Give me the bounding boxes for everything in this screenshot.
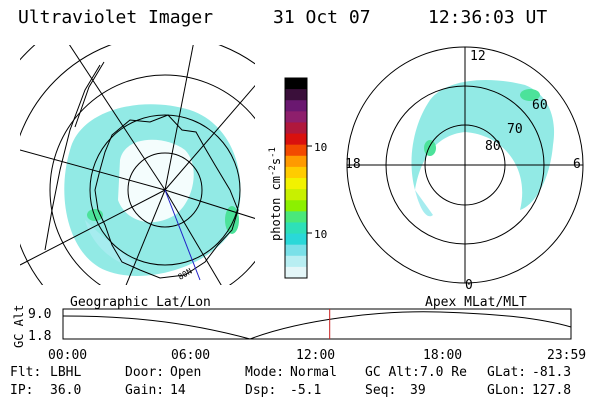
altitude-ylabel: GC Alt [12,305,26,348]
colorbar-tick-100: 100 [314,141,328,154]
altitude-curve [62,311,572,340]
gain-value: 14 [170,383,186,398]
geographic-panel-label: Geographic Lat/Lon [70,295,211,310]
mlt-label-18: 18 [345,157,361,172]
colorbar-segment [285,78,307,90]
colorbar-segment [285,244,307,257]
altitude-xtick-0: 00:00 [48,348,87,363]
satellite-direction-line [164,189,201,281]
mode-value: Normal [290,365,337,380]
altitude-xtick-4: 23:59 [547,348,586,363]
altitude-ytick-max: 9.0 [28,307,51,322]
altitude-plot: GC Alt 9.0 1.8 00:00 06:00 12:00 18:00 2… [12,305,586,363]
seq-label: Seq: [365,383,397,398]
colorbar-segment [285,233,307,246]
colorbar-segment [285,122,307,135]
colorbar-segment [285,178,307,190]
grid-lat-label: 80N [177,267,194,282]
glat-label: GLat: [487,365,527,380]
gc-alt-value: 7.0 Re [420,365,467,380]
altitude-xtick-2: 12:00 [296,348,335,363]
altitude-xtick-1: 06:00 [171,348,210,363]
colorbar-label: photon cm-2s-1 [268,147,283,241]
filter-label: Flt: [10,365,42,380]
colorbar-segment [285,144,307,157]
mode-label: Mode: [245,365,285,380]
altitude-xtick-3: 18:00 [423,348,462,363]
colorbar-segment [285,211,307,223]
ip-value: 36.0 [50,383,82,398]
altitude-ytick-min: 1.8 [28,329,51,344]
colorbar: 100 10 photon cm-2s-1 [268,77,328,279]
mlt-label-12: 12 [470,49,486,64]
mlat-label-70: 70 [507,122,523,137]
colorbar-segment [285,111,307,123]
glon-label: GLon: [487,383,527,398]
polar-panel-label: Apex MLat/MLT [425,295,527,310]
mlat-label-60: 60 [532,98,548,113]
seq-value: 39 [410,383,426,398]
dsp-value: -5.1 [290,383,322,398]
colorbar-segment [285,155,307,168]
colorbar-segment [285,222,307,235]
colorbar-segment [285,266,307,279]
gc-alt-label: GC Alt: [365,365,420,380]
geographic-aurora-image: 80N [20,45,255,285]
aurora-oval-polar [411,80,555,210]
instrument-title: Ultraviolet Imager [18,7,214,28]
dsp-label: Dsp: [245,383,277,398]
colorbar-segment [285,89,307,101]
filter-value: LBHL [50,365,82,380]
time-label: 12:36:03 UT [428,7,548,28]
ip-label: IP: [10,383,34,398]
polar-mlat-mlt-image: 12 18 6 0 60 70 80 [345,46,584,293]
colorbar-segment [285,255,307,268]
continent-outline [94,114,239,279]
mlat-label-80: 80 [485,139,501,154]
mlt-label-0: 0 [465,278,473,293]
mlt-label-6: 6 [573,157,581,172]
colorbar-segment [285,133,307,146]
colorbar-tick-10: 10 [314,228,327,241]
colorbar-segment [285,166,307,179]
glon-value: 127.8 [532,383,572,398]
gain-label: Gain: [125,383,165,398]
date-label: 31 Oct 07 [273,7,371,28]
glat-value: -81.3 [532,365,572,380]
colorbar-segment [285,100,307,112]
colorbar-segment [285,189,307,201]
door-value: Open [170,365,202,380]
colorbar-segment [285,200,307,212]
door-label: Door: [125,365,165,380]
